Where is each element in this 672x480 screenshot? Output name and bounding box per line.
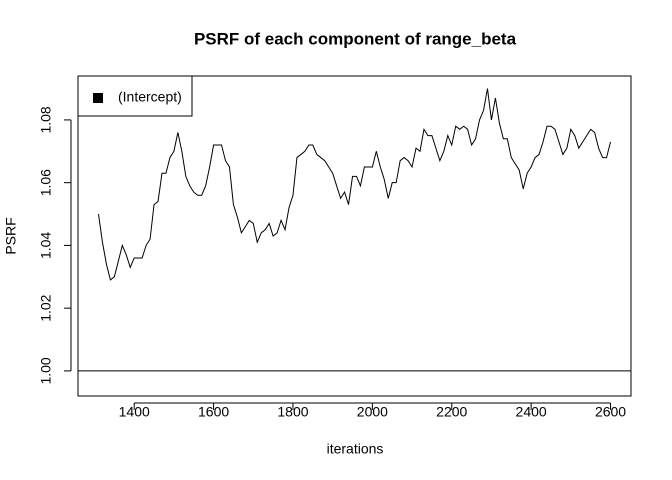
chart-title: PSRF of each component of range_beta (194, 29, 517, 48)
plot-box (77, 75, 632, 397)
x-tick-label: 2600 (595, 404, 626, 420)
legend-swatch (93, 93, 103, 103)
x-tick-label: 2400 (516, 404, 547, 420)
x-tick-label: 1400 (119, 404, 150, 420)
x-axis-label: iterations (327, 441, 384, 457)
y-tick-label: 1.06 (38, 169, 54, 196)
x-tick-label: 1800 (277, 404, 308, 420)
x-tick-label: 2200 (436, 404, 467, 420)
y-tick-label: 1.08 (38, 106, 54, 133)
x-tick-label: 1600 (198, 404, 229, 420)
y-tick-label: 1.04 (38, 232, 54, 259)
data-line (97, 88, 612, 281)
legend-label: (Intercept) (118, 89, 182, 105)
x-tick-label: 2000 (357, 404, 388, 420)
y-tick-label: 1.00 (38, 357, 54, 384)
y-axis-label: PSRF (3, 217, 19, 254)
y-tick-label: 1.02 (38, 294, 54, 321)
